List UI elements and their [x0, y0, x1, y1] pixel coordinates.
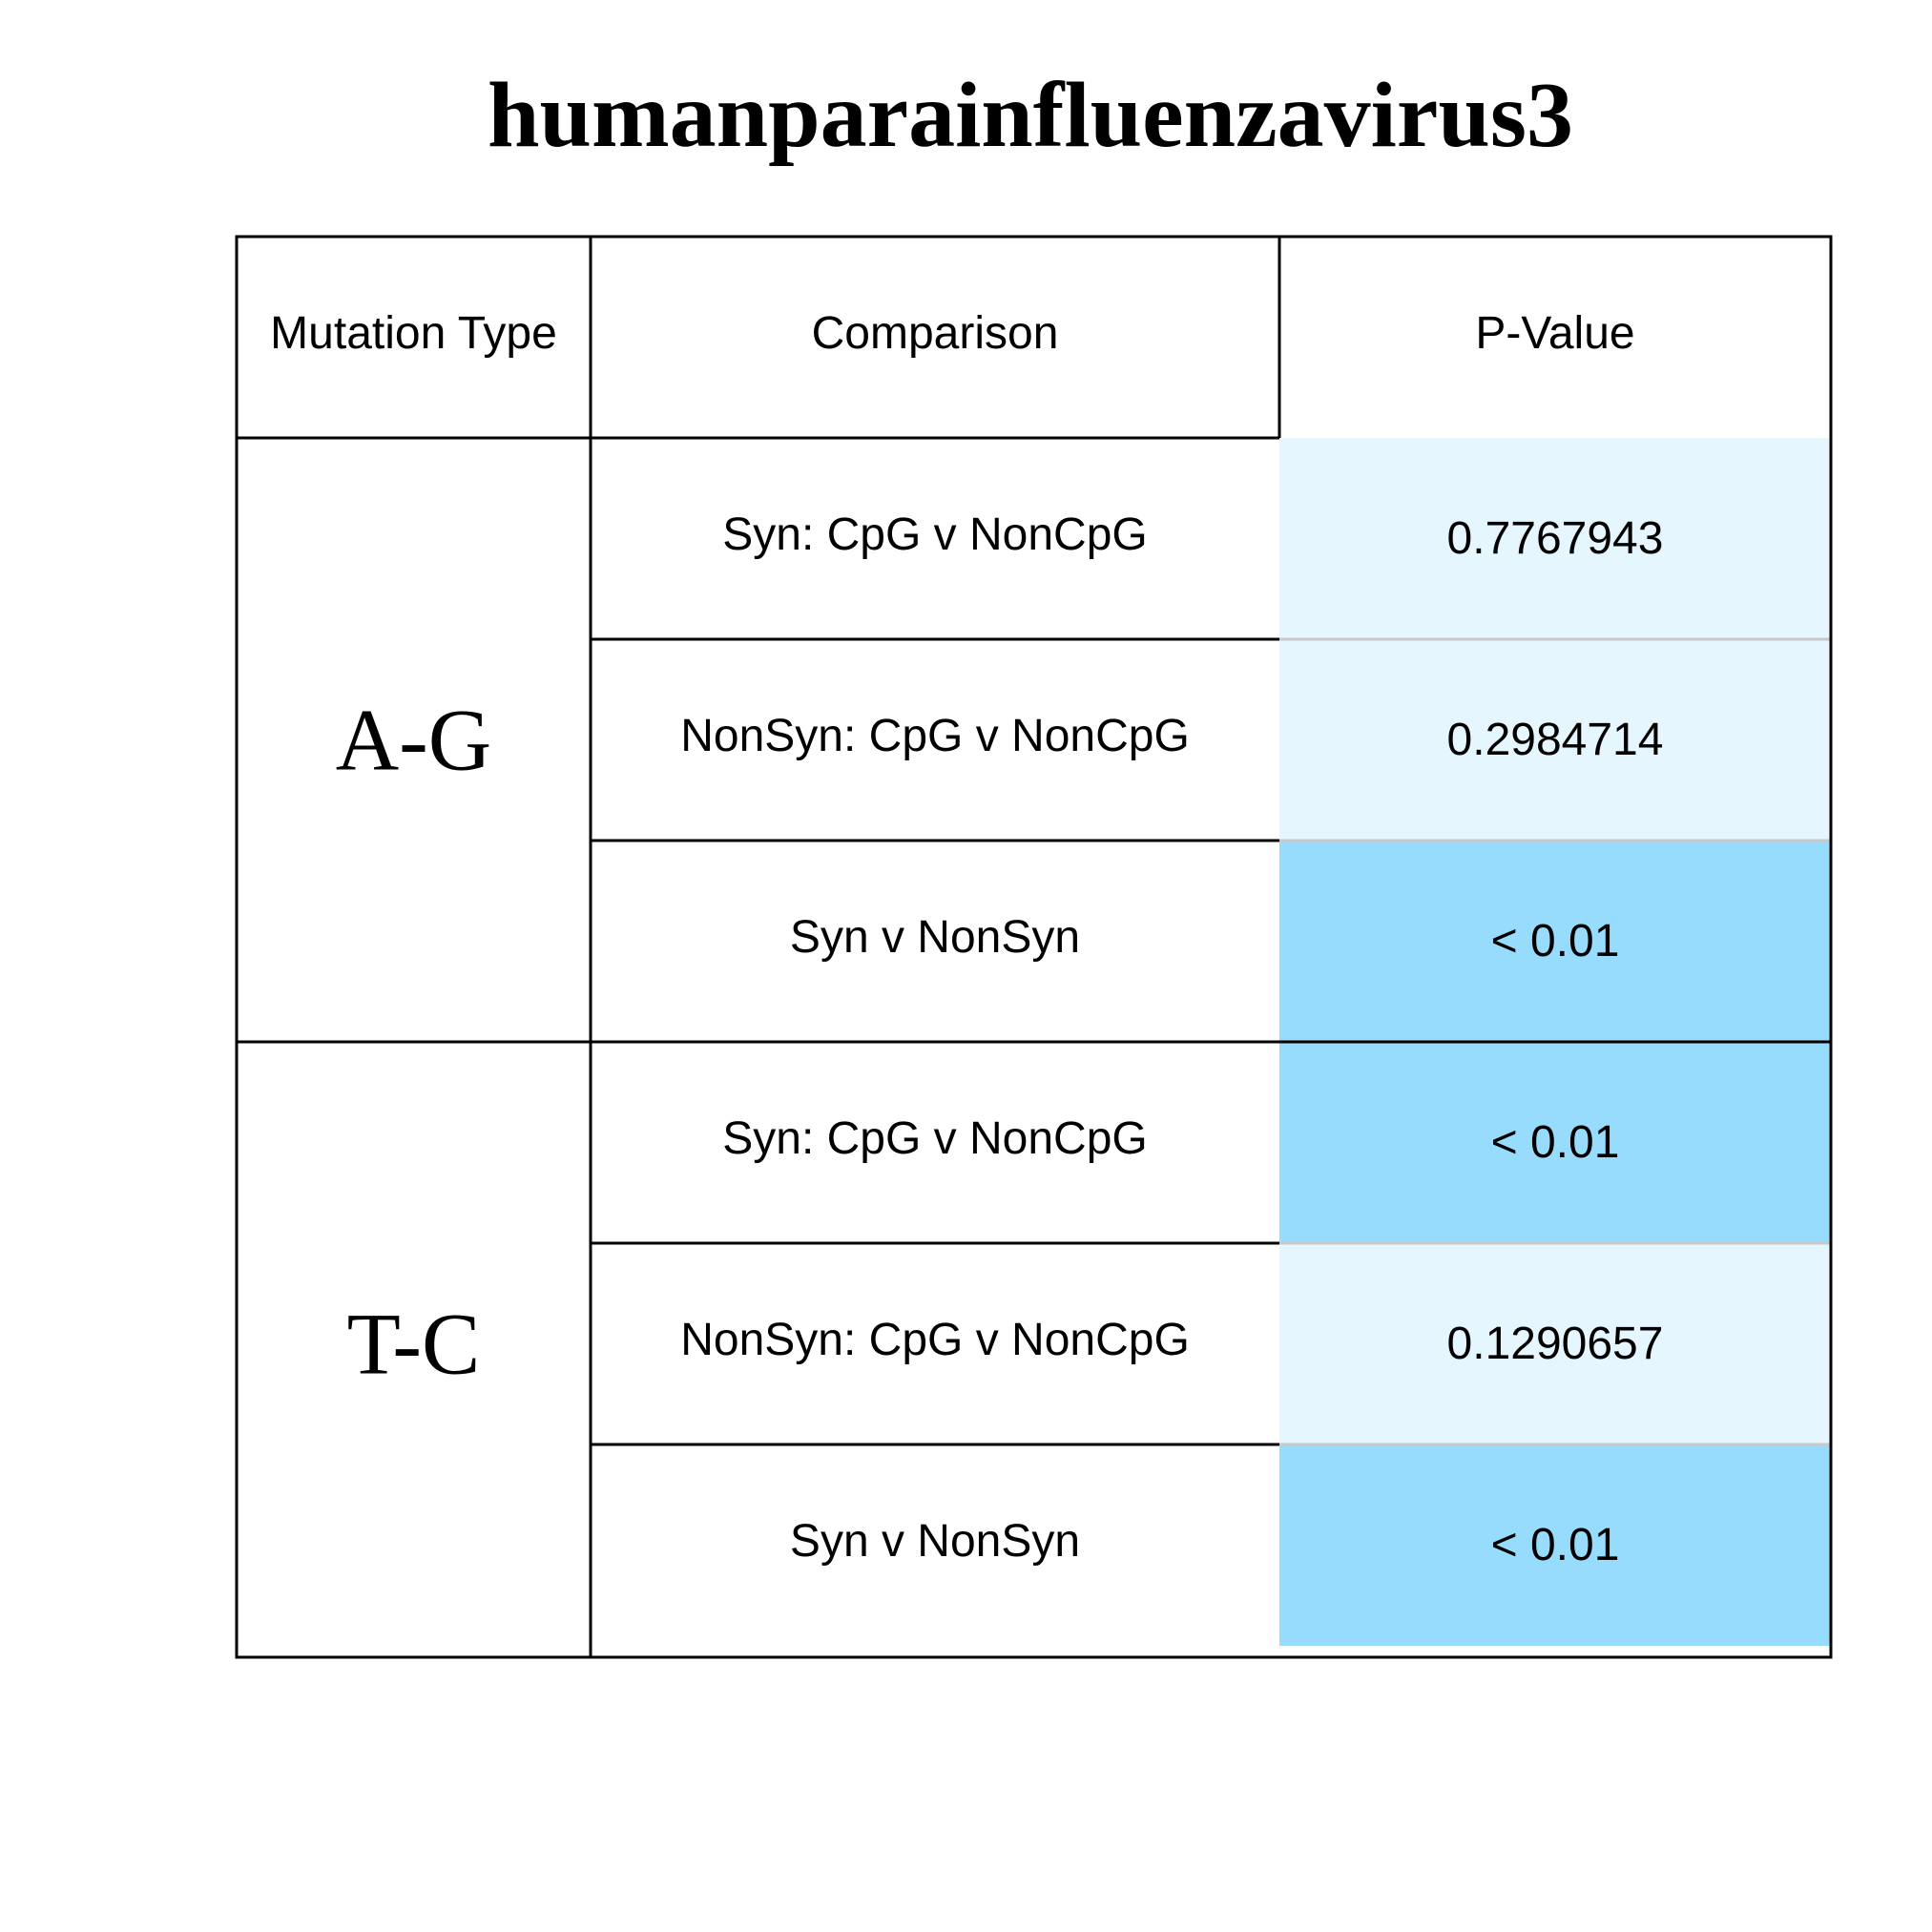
p-value-cell: < 0.01 — [1491, 1117, 1620, 1168]
mutation-type-cell: A-G — [336, 692, 492, 789]
chart-title: humanparainfluenzavirus3 — [487, 64, 1574, 167]
comparison-cell: Syn: CpG v NonCpG — [722, 509, 1148, 560]
p-value-cell-fill — [1279, 639, 1831, 841]
comparison-cell: NonSyn: CpG v NonCpG — [680, 711, 1190, 761]
comparison-cell: Syn: CpG v NonCpG — [722, 1113, 1148, 1164]
comparison-cell: Syn v NonSyn — [790, 1516, 1080, 1567]
table-border — [235, 235, 1833, 1659]
header-comparison: Comparison — [812, 308, 1059, 359]
mutation-type-cell: T-C — [347, 1296, 481, 1393]
header-mutation-type: Mutation Type — [270, 308, 557, 359]
p-value-cell-fill — [1279, 841, 1831, 1042]
p-value-cell: 0.7767943 — [1447, 513, 1664, 564]
p-value-cell: 0.1290657 — [1447, 1319, 1664, 1369]
p-value-cell: < 0.01 — [1491, 916, 1620, 966]
header-p-value: P-Value — [1475, 308, 1634, 359]
comparison-cell: NonSyn: CpG v NonCpG — [680, 1315, 1190, 1365]
p-value-cell-fill — [1279, 1243, 1831, 1444]
p-value-cell-fill — [1279, 438, 1831, 639]
p-value-cell-fill — [1279, 1042, 1831, 1243]
p-value-cell: 0.2984714 — [1447, 715, 1664, 765]
comparison-cell: Syn v NonSyn — [790, 912, 1080, 963]
p-value-cell: < 0.01 — [1491, 1520, 1620, 1570]
p-value-cell-fill — [1279, 1444, 1831, 1646]
